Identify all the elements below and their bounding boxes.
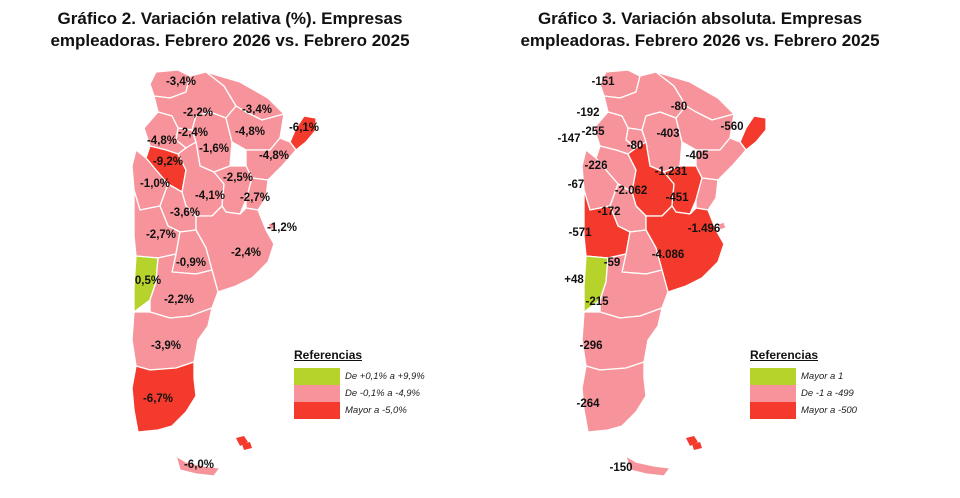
province-label-santacruz: -6,7% [143, 393, 173, 405]
map-title-line-1: Gráfico 2. Variación relativa (%). Empre… [57, 9, 403, 28]
province-santafe [213, 165, 253, 215]
province-label-cordoba: -4,1% [195, 190, 225, 202]
province-tierradelfuego [175, 455, 221, 477]
legend-swatch-green [294, 368, 340, 385]
province-label-misiones: -560 [720, 121, 743, 133]
province-label-mendoza: -2,7% [146, 229, 176, 241]
province-label-buenosaires: -4.086 [652, 249, 685, 261]
province-label-tucuman: -2,4% [178, 127, 208, 139]
legend-swatch-pink [294, 385, 340, 402]
legend-label: De -0,1% a -4,9% [345, 388, 420, 399]
map-title-line-2: empleadoras. Febrero 2026 vs. Febrero 20… [50, 31, 410, 50]
legend-swatch-red [750, 402, 796, 419]
province-label-catamarca: -147 [557, 133, 580, 145]
map-title-line-1: Gráfico 3. Variación absoluta. Empresas [537, 9, 863, 28]
map-legend: Referencias De +0,1% a +9,9% De -0,1% a … [294, 348, 425, 419]
province-label-cordoba: -2.062 [615, 185, 648, 197]
legend-label: Mayor a -500 [801, 405, 857, 416]
province-label-tierradelfuego: -6,0% [184, 459, 214, 471]
province-label-tucuman: -255 [581, 126, 605, 138]
province-label-larioja: -9,2% [153, 156, 183, 168]
legend-label: Mayor a -5,0% [345, 405, 407, 416]
province-santacruz [131, 361, 197, 433]
province-label-sanluis: -3,6% [170, 207, 200, 219]
province-label-sanluis: -172 [597, 206, 620, 218]
legend-item: Mayor a 1 [750, 368, 857, 385]
province-tierradelfuego [625, 455, 671, 477]
province-label-santiago: -80 [627, 140, 644, 152]
province-label-chaco: -403 [656, 128, 679, 140]
province-label-formosa: -3,4% [242, 104, 272, 116]
province-label-entrerios: -2,7% [240, 192, 270, 204]
province-label-santafe: -1.231 [655, 166, 688, 178]
province-chubut [131, 307, 213, 371]
province-label-chaco: -4,8% [235, 126, 265, 138]
map-title: Gráfico 3. Variación absoluta. Empresas … [470, 8, 930, 52]
malvinas-islands [692, 442, 702, 450]
province-label-mendoza: -571 [568, 227, 592, 239]
province-label-lapampa: -59 [604, 257, 621, 269]
legend-item: Mayor a -5,0% [294, 402, 425, 419]
provinces-layer: -3,4%-2,2% -3,4%-6,1%-2,4%-4,8%-1,6%-4,8%… [131, 69, 319, 477]
legend-swatch-green [750, 368, 796, 385]
province-caba [717, 221, 727, 231]
argentina-map: -3,4%-2,2% -3,4%-6,1%-2,4%-4,8%-1,6%-4,8%… [131, 69, 319, 477]
legend-swatch-pink [750, 385, 796, 402]
province-label-neuquen: +48 [564, 274, 584, 286]
province-santacruz [581, 361, 647, 433]
map-legend: Referencias Mayor a 1 De -1 a -499 Mayor… [750, 348, 857, 419]
province-label-salta: -2,2% [183, 107, 213, 119]
province-label-catamarca: -4,8% [147, 135, 177, 147]
province-santafe [663, 165, 703, 215]
province-label-misiones: -6,1% [289, 122, 319, 134]
relative-variation-map-panel: Gráfico 2. Variación relativa (%). Empre… [0, 8, 460, 477]
absolute-variation-map-panel: Gráfico 3. Variación absoluta. Empresas … [480, 0, 960, 498]
legend-item: De -0,1% a -4,9% [294, 385, 425, 402]
province-label-neuquen: 0,5% [135, 275, 161, 287]
malvinas-islands [242, 442, 252, 450]
province-label-sanjuan: -67 [568, 179, 585, 191]
province-label-santiago: -1,6% [199, 143, 229, 155]
province-label-santafe: -2,5% [223, 172, 253, 184]
map-title: Gráfico 2. Variación relativa (%). Empre… [0, 8, 460, 52]
province-label-larioja: -226 [584, 160, 607, 172]
map-title-line-2: empleadoras. Febrero 2026 vs. Febrero 20… [520, 31, 880, 50]
province-label-entrerios: -451 [665, 192, 689, 204]
province-label-chubut: -3,9% [151, 340, 181, 352]
legend-item: De +0,1% a +9,9% [294, 368, 425, 385]
legend-item: Mayor a -500 [750, 402, 857, 419]
legend-swatch-red [294, 402, 340, 419]
province-label-jujuy: -3,4% [166, 76, 196, 88]
province-misiones [739, 115, 767, 151]
legend-title: Referencias [294, 348, 363, 362]
legend-item: De -1 a -499 [750, 385, 857, 402]
province-label-chubut: -296 [579, 340, 602, 352]
legend-label: Mayor a 1 [801, 371, 844, 382]
province-label-rionegro: -215 [585, 296, 609, 308]
province-label-tierradelfuego: -150 [609, 462, 632, 474]
legend-label: De -1 a -499 [801, 388, 854, 399]
province-label-formosa: -80 [671, 101, 688, 113]
province-chubut [581, 307, 663, 371]
province-label-jujuy: -151 [591, 76, 615, 88]
province-label-rionegro: -2,2% [164, 294, 194, 306]
province-label-sanjuan: -1,0% [140, 178, 170, 190]
province-label-santacruz: -264 [576, 398, 600, 410]
legend-title: Referencias [750, 348, 819, 362]
province-label-lapampa: -0,9% [176, 257, 206, 269]
province-label-caba: -1,2% [267, 222, 297, 234]
province-label-corrientes: -4,8% [259, 150, 289, 162]
province-caba [267, 221, 277, 231]
province-label-buenosaires: -2,4% [231, 247, 261, 259]
provinces-layer: -151 -192 -80 -560 -255-147 -80 -403 -405 -226 -6… [557, 69, 767, 477]
argentina-map: -151 -192 -80 -560 -255-147 -80 -403 -405 -226 -6… [557, 69, 767, 477]
province-label-corrientes: -405 [685, 150, 709, 162]
legend-label: De +0,1% a +9,9% [345, 371, 425, 382]
province-label-salta: -192 [576, 107, 599, 119]
province-label-caba: -1.496 [688, 223, 721, 235]
